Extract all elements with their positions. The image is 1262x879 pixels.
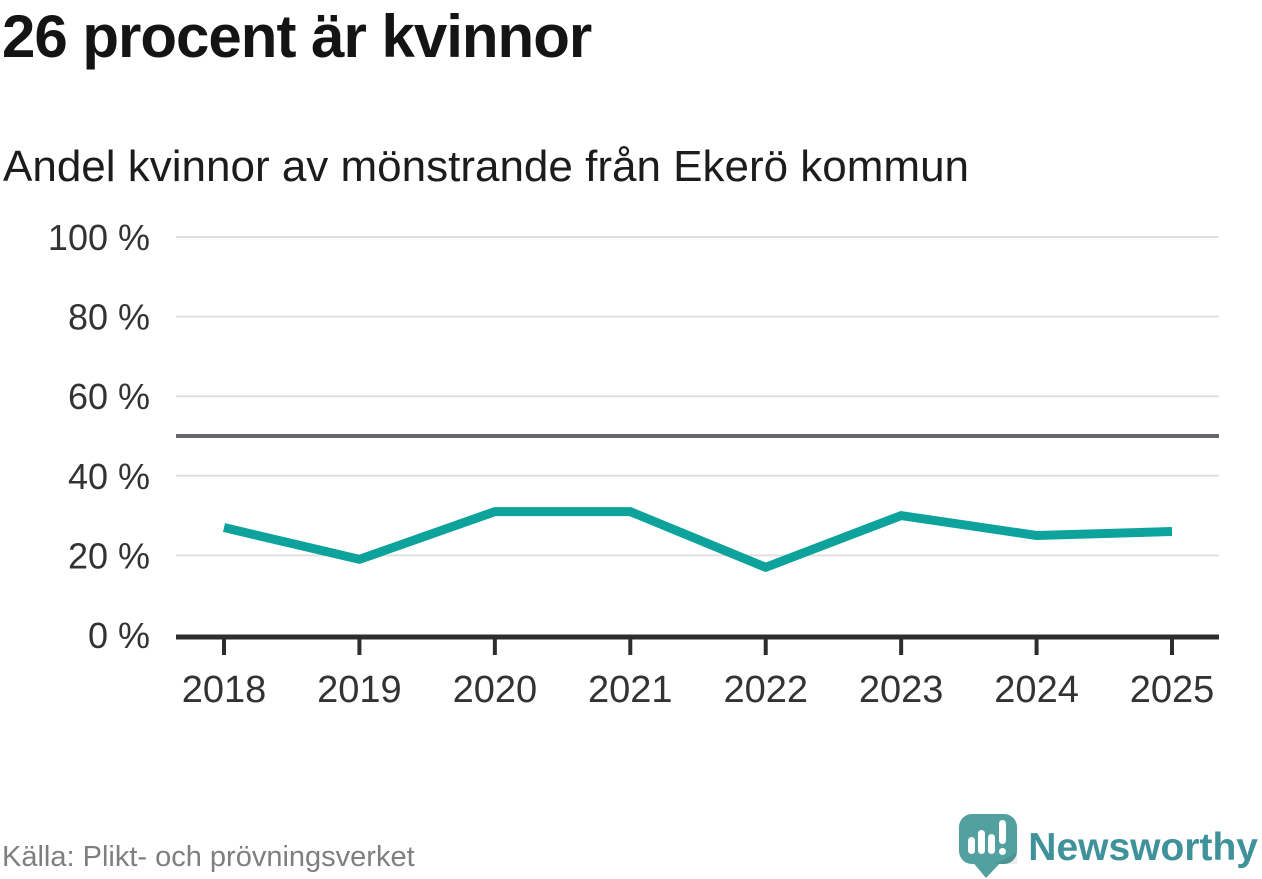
x-axis-label: 2019 <box>317 669 402 711</box>
x-axis-label: 2023 <box>859 669 944 711</box>
y-axis-label: 0 % <box>88 615 150 656</box>
x-axis-label: 2024 <box>994 669 1079 711</box>
brand-name: Newsworthy <box>1028 826 1258 869</box>
y-axis-label: 40 % <box>68 456 150 497</box>
y-axis-label: 100 % <box>48 217 150 258</box>
y-axis-label: 20 % <box>68 535 150 576</box>
data-line <box>222 507 1173 573</box>
x-axis-label: 2020 <box>453 669 538 711</box>
bar-chart-speech-bubble-icon <box>959 814 1018 878</box>
page-title: 26 procent är kvinnor <box>2 3 592 70</box>
x-axis-label: 2022 <box>723 669 808 711</box>
chart-subtitle: Andel kvinnor av mönstrande från Ekerö k… <box>3 142 970 191</box>
x-axis-label: 2021 <box>588 669 673 711</box>
y-axis-label: 60 % <box>68 376 150 417</box>
source-note: Källa: Plikt- och prövningsverket <box>2 841 415 873</box>
y-axis-label: 80 % <box>68 297 150 338</box>
brand-logo: Newsworthy <box>956 808 1258 878</box>
x-axis-label: 2018 <box>182 669 267 711</box>
x-axis-label: 2025 <box>1130 669 1215 711</box>
line-chart: 0 % 20 % 40 % 60 % 80 % 100 % 2018 2019 2020 2021… <box>48 217 1219 711</box>
